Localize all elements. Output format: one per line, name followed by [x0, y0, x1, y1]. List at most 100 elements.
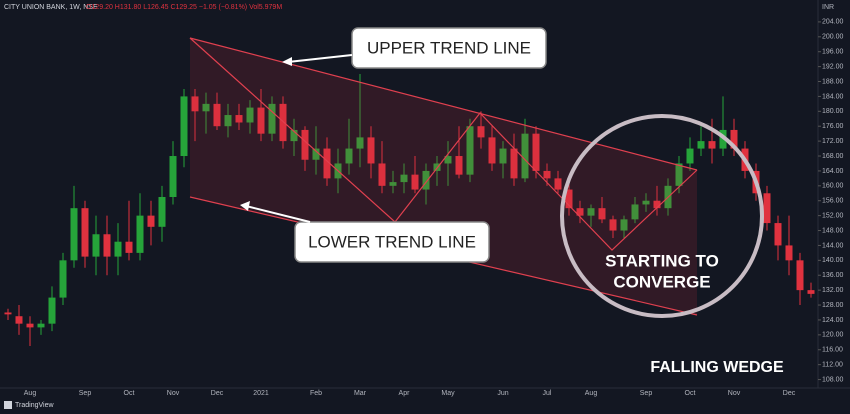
- header-ohlc: O129.20 H131.80 L126.45 C129.25 −1.05 (−…: [86, 4, 282, 11]
- candle-body: [631, 204, 639, 220]
- y-tick-label: 132.00: [822, 287, 844, 294]
- candle-body: [565, 189, 573, 209]
- candle-body: [4, 312, 12, 315]
- y-tick-label: 116.00: [822, 347, 843, 354]
- currency: INR: [822, 4, 834, 11]
- x-tick-label: Oct: [685, 390, 696, 397]
- candle-body: [620, 219, 628, 231]
- x-tick-label: Oct: [124, 390, 135, 397]
- candle-body: [191, 96, 199, 112]
- candle-body: [290, 129, 298, 142]
- candle-body: [521, 133, 529, 179]
- candle-body: [455, 156, 463, 175]
- y-tick-label: 120.00: [822, 332, 844, 339]
- candle-body: [81, 208, 89, 257]
- candle-body: [345, 148, 353, 164]
- candle-body: [477, 126, 485, 138]
- candle-body: [400, 174, 408, 183]
- x-tick-label: Aug: [24, 390, 37, 397]
- x-tick-label: Nov: [167, 390, 180, 397]
- y-tick-label: 148.00: [822, 227, 844, 234]
- candle-body: [279, 103, 287, 142]
- candle-body: [708, 141, 716, 149]
- candle-body: [422, 170, 430, 190]
- y-tick-label: 160.00: [822, 183, 844, 190]
- candle-body: [224, 115, 232, 127]
- candle-body: [587, 208, 595, 216]
- candle-body: [147, 215, 155, 227]
- candle-body: [796, 260, 804, 291]
- x-tick-label: Mar: [354, 390, 367, 397]
- y-tick-label: 200.00: [822, 34, 844, 41]
- lower-label-box: [294, 221, 490, 263]
- candle-body: [26, 323, 34, 328]
- candle-body: [411, 174, 419, 190]
- y-tick-label: 156.00: [822, 198, 844, 205]
- y-tick-label: 152.00: [822, 212, 844, 219]
- wedge-fill: [190, 38, 697, 315]
- x-tick-label: 2021: [253, 390, 269, 397]
- candle-body: [180, 96, 188, 157]
- candle-body: [114, 241, 122, 257]
- candle-body: [697, 141, 705, 149]
- x-tick-label: Jun: [497, 390, 508, 397]
- candle-body: [686, 148, 694, 164]
- y-tick-label: 136.00: [822, 272, 844, 279]
- candle-body: [125, 241, 133, 253]
- candle-body: [543, 170, 551, 179]
- candle-body: [807, 290, 815, 294]
- candle-body: [554, 178, 562, 190]
- candle-body: [257, 107, 265, 134]
- candle-body: [730, 129, 738, 149]
- y-tick-label: 204.00: [822, 19, 844, 26]
- candle-body: [15, 316, 23, 324]
- brand: TradingView: [15, 402, 54, 409]
- candle-body: [70, 208, 78, 261]
- candle-body: [389, 182, 397, 186]
- y-tick-label: 196.00: [822, 49, 844, 56]
- y-tick-label: 112.00: [822, 361, 843, 368]
- candle-body: [367, 137, 375, 164]
- x-tick-label: Aug: [585, 390, 598, 397]
- candles: [4, 74, 815, 347]
- lower-arrowhead: [240, 201, 250, 211]
- candle-body: [378, 163, 386, 186]
- x-tick-label: May: [441, 390, 455, 397]
- upper-arrow: [287, 54, 353, 63]
- y-tick-label: 168.00: [822, 153, 844, 160]
- y-tick-label: 124.00: [822, 317, 844, 324]
- candle-body: [774, 223, 782, 246]
- brand-logo: [4, 401, 12, 409]
- candle-body: [499, 148, 507, 164]
- candle-body: [136, 215, 144, 253]
- candle-body: [488, 137, 496, 164]
- candle-body: [785, 245, 793, 261]
- lower-arrow: [245, 205, 311, 223]
- candle-body: [59, 260, 67, 298]
- candle-body: [92, 234, 100, 257]
- header-symbol: CITY UNION BANK, 1W, NSE: [4, 4, 98, 11]
- candle-body: [466, 126, 474, 175]
- y-tick-label: 128.00: [822, 302, 844, 309]
- x-tick-label: Dec: [783, 390, 796, 397]
- upper-label-box: [351, 27, 547, 69]
- converge-label: STARTING TO: [605, 251, 719, 270]
- candle-body: [642, 200, 650, 205]
- candle-body: [202, 103, 210, 112]
- y-tick-label: 192.00: [822, 63, 844, 70]
- y-tick-label: 188.00: [822, 78, 844, 85]
- y-tick-label: 180.00: [822, 108, 844, 115]
- y-tick-label: 184.00: [822, 93, 844, 100]
- candle-body: [323, 148, 331, 179]
- candle-body: [268, 103, 276, 134]
- candle-body: [169, 156, 177, 197]
- candle-body: [609, 219, 617, 231]
- x-tick-label: Apr: [399, 390, 411, 397]
- x-tick-label: Sep: [79, 390, 92, 397]
- candle-body: [246, 107, 254, 123]
- candle-body: [444, 156, 452, 164]
- candle-body: [158, 197, 166, 227]
- candle-body: [532, 133, 540, 171]
